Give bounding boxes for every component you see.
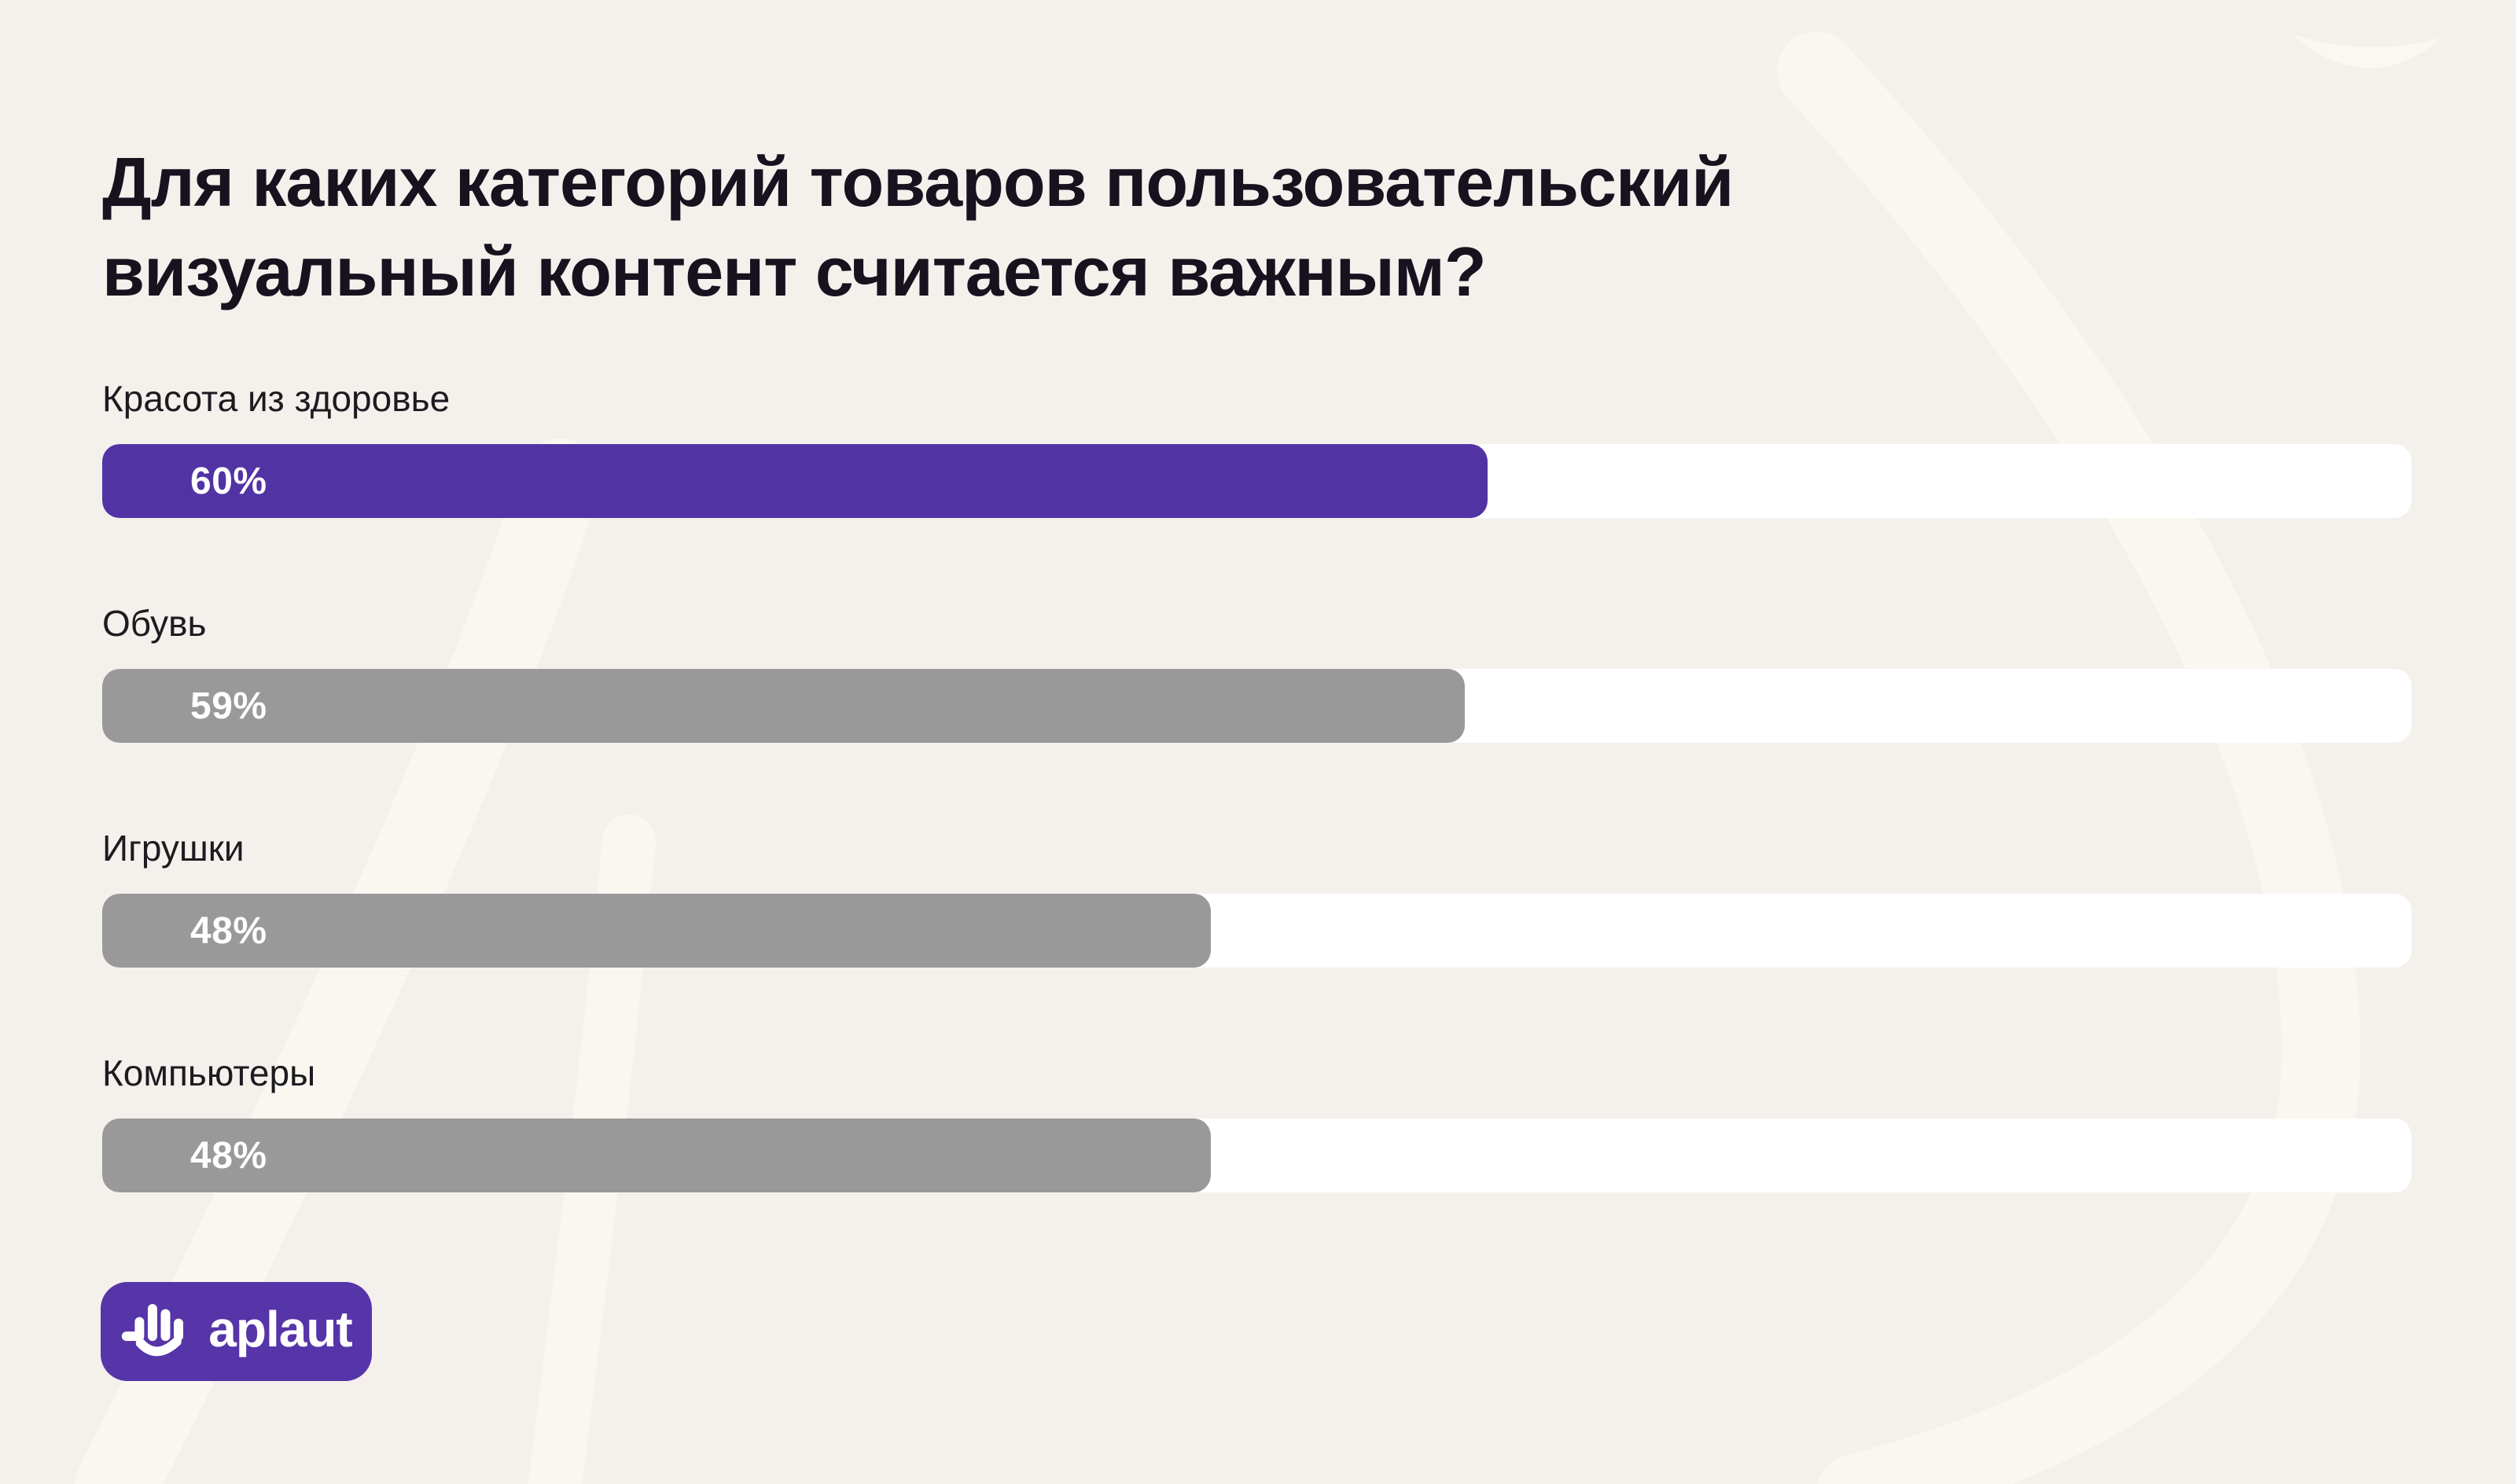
bar-track: 60% bbox=[102, 444, 2411, 518]
bar-value: 48% bbox=[190, 1134, 267, 1177]
bar-label: Компьютеры bbox=[102, 1052, 316, 1093]
bar-fill: 48% bbox=[102, 1119, 1211, 1192]
bar-value: 48% bbox=[190, 909, 267, 952]
bar-label: Обувь bbox=[102, 603, 207, 644]
bar-fill: 59% bbox=[102, 669, 1465, 743]
bar-row-shoes: Обувь 59% bbox=[102, 602, 2411, 743]
bar-track: 59% bbox=[102, 669, 2411, 743]
aplaut-logo-badge: aplaut bbox=[101, 1282, 372, 1381]
bar-row-computers: Компьютеры 48% bbox=[102, 1052, 2411, 1192]
bar-row-beauty-health: Красота из здоровье 60% bbox=[102, 377, 2411, 518]
bar-track: 48% bbox=[102, 1119, 2411, 1192]
bar-value: 59% bbox=[190, 685, 267, 727]
aplaut-logo-text: aplaut bbox=[208, 1301, 352, 1357]
bar-fill: 48% bbox=[102, 894, 1211, 968]
bar-track: 48% bbox=[102, 894, 2411, 968]
aplaut-hand-icon bbox=[122, 1304, 184, 1357]
bar-label: Красота из здоровье bbox=[102, 378, 451, 419]
bar-fill: 60% bbox=[102, 444, 1488, 518]
bar-row-toys: Игрушки 48% bbox=[102, 827, 2411, 968]
bar-value: 60% bbox=[190, 460, 267, 502]
chart-title: Для каких категорий товаров пользователь… bbox=[102, 142, 1734, 311]
bar-label: Игрушки bbox=[102, 828, 245, 869]
